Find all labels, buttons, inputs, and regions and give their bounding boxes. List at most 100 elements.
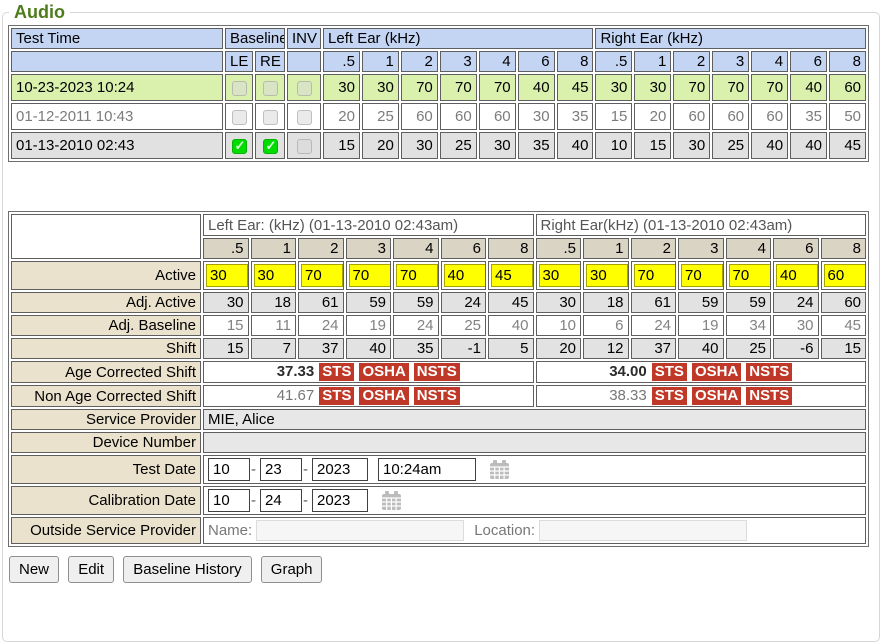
shift-value: 40 <box>345 338 391 359</box>
active-threshold-input[interactable] <box>586 264 628 287</box>
action-button-row: New Edit Baseline History Graph <box>9 556 873 583</box>
badge-sts: STS <box>319 363 355 381</box>
adj-active-value: 30 <box>203 292 249 313</box>
row-label-test-date: Test Date <box>11 455 201 484</box>
freq-header: 2 <box>673 51 711 72</box>
adj-baseline-value: 24 <box>298 315 344 336</box>
detail-ear-header-row: Left Ear: (kHz) (01-13-2010 02:43am) Rig… <box>11 214 866 259</box>
new-button[interactable]: New <box>9 556 60 583</box>
adj-baseline-value: 30 <box>773 315 819 336</box>
le-baseline-checkbox[interactable] <box>231 80 247 96</box>
active-threshold-input[interactable] <box>443 264 486 287</box>
graph-button[interactable]: Graph <box>260 556 323 583</box>
active-threshold-input[interactable] <box>538 264 581 287</box>
col-header-left-ear: Left Ear (kHz) <box>323 28 594 49</box>
right-ear-threshold: 40 <box>790 74 827 101</box>
adj-active-row: Adj. Active 30 18 61 59 59 24 45 30 18 61 59 59 24 6… <box>11 292 866 313</box>
right-ear-threshold: 60 <box>829 74 866 101</box>
calibration-year-input[interactable] <box>312 489 368 512</box>
left-ear-threshold: 30 <box>400 132 438 159</box>
non-age-corrected-shift-row: Non Age Corrected Shift 41.67 STS OSHA NSTS… <box>11 385 866 407</box>
re-baseline-checkbox[interactable] <box>262 80 278 96</box>
row-label-non-age-corrected: Non Age Corrected Shift <box>11 385 201 407</box>
inv-checkbox[interactable] <box>296 109 312 125</box>
non-age-corrected-right: 38.33 STS OSHA NSTS <box>535 385 866 407</box>
adj-baseline-value: 11 <box>250 315 296 336</box>
badge-nsts: NSTS <box>746 387 793 405</box>
adj-active-value: 59 <box>725 292 771 313</box>
outside-location-label: Location: <box>474 522 536 539</box>
active-threshold-input[interactable] <box>776 264 818 287</box>
left-ear-header: Left Ear: (kHz) (01-13-2010 02:43am) <box>203 214 534 236</box>
empty-header-cell <box>11 51 223 72</box>
active-threshold-input[interactable] <box>348 264 391 287</box>
right-ear-threshold: 60 <box>751 103 789 130</box>
active-threshold-input[interactable] <box>681 264 723 287</box>
audiogram-detail-table: Left Ear: (kHz) (01-13-2010 02:43am) Rig… <box>8 211 869 547</box>
shift-value: 35 <box>393 338 439 359</box>
baseline-history-button[interactable]: Baseline History <box>123 556 252 583</box>
active-threshold-input[interactable] <box>633 264 676 287</box>
adj-baseline-row: Adj. Baseline 15 11 24 19 24 25 40 10 6 24 19 34 30… <box>11 315 866 336</box>
non-age-corrected-left-value: 41.67 <box>276 387 315 404</box>
inv-checkbox[interactable] <box>296 138 312 154</box>
col-header-right-ear: Right Ear (kHz) <box>595 28 866 49</box>
inv-checkbox[interactable] <box>296 80 312 96</box>
le-baseline-checkbox[interactable] <box>231 138 247 154</box>
active-threshold-input[interactable] <box>491 264 533 287</box>
right-ear-header: Right Ear(kHz) (01-13-2010 02:43am) <box>535 214 866 236</box>
calibration-month-input[interactable] <box>208 489 250 512</box>
adj-active-value: 18 <box>583 292 629 313</box>
adj-active-value: 61 <box>298 292 344 313</box>
freq-header: 3 <box>439 51 477 72</box>
active-threshold-input[interactable] <box>301 264 343 287</box>
freq-header: .5 <box>535 238 581 259</box>
active-threshold-input[interactable] <box>823 264 866 287</box>
history-row: 01-12-2011 10:43 20 25 60 60 60 30 35 15 20 60 60… <box>11 103 866 130</box>
active-threshold-input[interactable] <box>728 264 771 287</box>
re-baseline-checkbox[interactable] <box>262 109 278 125</box>
active-threshold-input[interactable] <box>396 264 438 287</box>
right-ear-threshold: 70 <box>751 74 789 101</box>
active-cell <box>773 261 819 290</box>
freq-header: 1 <box>250 238 296 259</box>
calendar-icon[interactable] <box>489 459 510 480</box>
left-ear-threshold: 25 <box>361 103 399 130</box>
adj-baseline-value: 10 <box>535 315 581 336</box>
shift-value: 37 <box>298 338 344 359</box>
test-date-year-input[interactable] <box>312 458 368 481</box>
active-threshold-input[interactable] <box>206 264 248 287</box>
calibration-day-input[interactable] <box>260 489 302 512</box>
right-ear-threshold: 35 <box>790 103 827 130</box>
active-row: Active <box>11 261 866 290</box>
adj-active-value: 59 <box>345 292 391 313</box>
test-time-input[interactable] <box>378 458 476 481</box>
freq-header: 8 <box>820 238 866 259</box>
outside-name-label: Name: <box>208 522 253 539</box>
adj-active-value: 59 <box>393 292 439 313</box>
adj-active-value: 24 <box>440 292 486 313</box>
active-cell <box>250 261 296 290</box>
right-ear-threshold: 70 <box>673 74 711 101</box>
row-label-device-number: Device Number <box>11 432 201 453</box>
le-baseline-checkbox[interactable] <box>231 109 247 125</box>
freq-header: 6 <box>773 238 819 259</box>
adj-baseline-value: 34 <box>725 315 771 336</box>
page-title: Audio <box>14 2 65 22</box>
age-corrected-right: 34.00 STS OSHA NSTS <box>535 361 866 383</box>
adj-baseline-value: 15 <box>203 315 249 336</box>
freq-header: .5 <box>323 51 360 72</box>
active-threshold-input[interactable] <box>253 264 296 287</box>
right-ear-threshold: 10 <box>595 132 633 159</box>
test-date-month-input[interactable] <box>208 458 250 481</box>
test-time: 10-23-2023 10:24 <box>11 74 223 101</box>
calendar-icon[interactable] <box>381 490 402 511</box>
freq-header: 1 <box>634 51 672 72</box>
edit-button[interactable]: Edit <box>68 556 115 583</box>
active-cell <box>393 261 439 290</box>
right-ear-threshold: 20 <box>634 103 672 130</box>
test-date-day-input[interactable] <box>260 458 302 481</box>
adj-active-value: 45 <box>488 292 534 313</box>
re-baseline-checkbox[interactable] <box>262 138 278 154</box>
